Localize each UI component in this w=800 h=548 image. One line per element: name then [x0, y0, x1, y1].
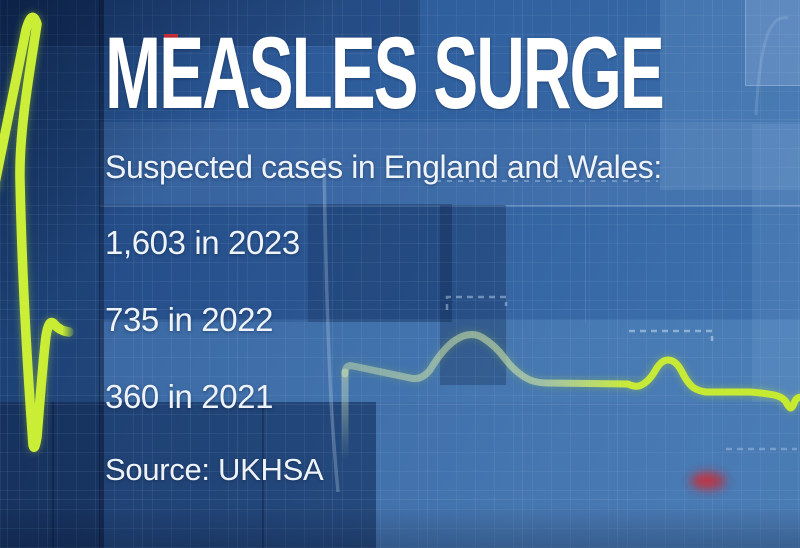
ecg-heartbeat-trace-main: [341, 331, 800, 412]
ghost-ecg-curve: [754, 16, 789, 116]
red-square-accent: [164, 34, 178, 48]
ecg-heartbeat-trace-left: [0, 12, 74, 452]
subtitle: Suspected cases in England and Wales:: [105, 149, 662, 185]
red-blur-marker: [690, 472, 726, 490]
page-title: MEASLES SURGE: [105, 16, 665, 130]
stat-line-2023: 1,603 in 2023: [105, 224, 300, 261]
dashed-marker-above-bump: [629, 329, 714, 341]
source-attribution: Source: UKHSA: [105, 452, 324, 487]
stat-line-2022: 735 in 2022: [105, 301, 274, 338]
stat-line-2021: 360 in 2021: [105, 378, 274, 415]
ghost-ecg-vertical-line: [322, 157, 340, 493]
dashed-marker-step: [445, 295, 508, 310]
